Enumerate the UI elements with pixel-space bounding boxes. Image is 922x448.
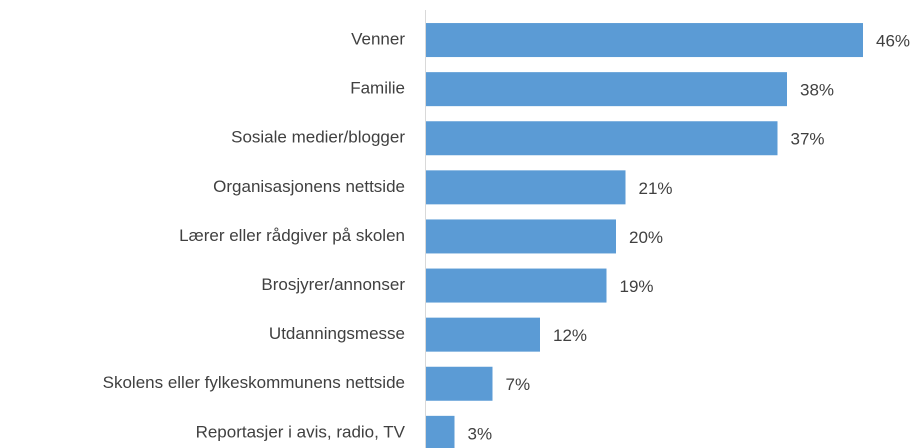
bar bbox=[426, 121, 778, 156]
category-label: Sosiale medier/blogger bbox=[231, 128, 405, 147]
category-label: Utdanningsmesse bbox=[269, 324, 405, 343]
bar bbox=[426, 317, 540, 352]
category-label: Organisasjonens nettside bbox=[213, 177, 405, 196]
value-label: 12% bbox=[553, 326, 587, 345]
value-label: 38% bbox=[800, 81, 834, 100]
value-label: 20% bbox=[629, 228, 663, 247]
bar bbox=[426, 72, 787, 107]
value-label: 37% bbox=[791, 130, 825, 149]
category-label: Venner bbox=[351, 30, 405, 49]
category-label: Lærer eller rådgiver på skolen bbox=[179, 226, 405, 245]
bar bbox=[426, 170, 626, 205]
value-label: 3% bbox=[468, 424, 493, 443]
bar bbox=[426, 366, 493, 401]
category-label: Reportasjer i avis, radio, TV bbox=[196, 422, 406, 441]
value-label: 7% bbox=[506, 375, 531, 394]
value-label: 21% bbox=[639, 179, 673, 198]
bar bbox=[426, 268, 607, 303]
bar bbox=[426, 23, 863, 58]
bar bbox=[426, 219, 616, 254]
bar bbox=[426, 415, 455, 448]
category-label: Familie bbox=[350, 79, 405, 98]
value-label: 19% bbox=[620, 277, 654, 296]
category-label: Skolens eller fylkeskommunens nettside bbox=[103, 373, 405, 392]
value-label: 46% bbox=[876, 32, 910, 51]
category-label: Brosjyrer/annonser bbox=[261, 275, 405, 294]
